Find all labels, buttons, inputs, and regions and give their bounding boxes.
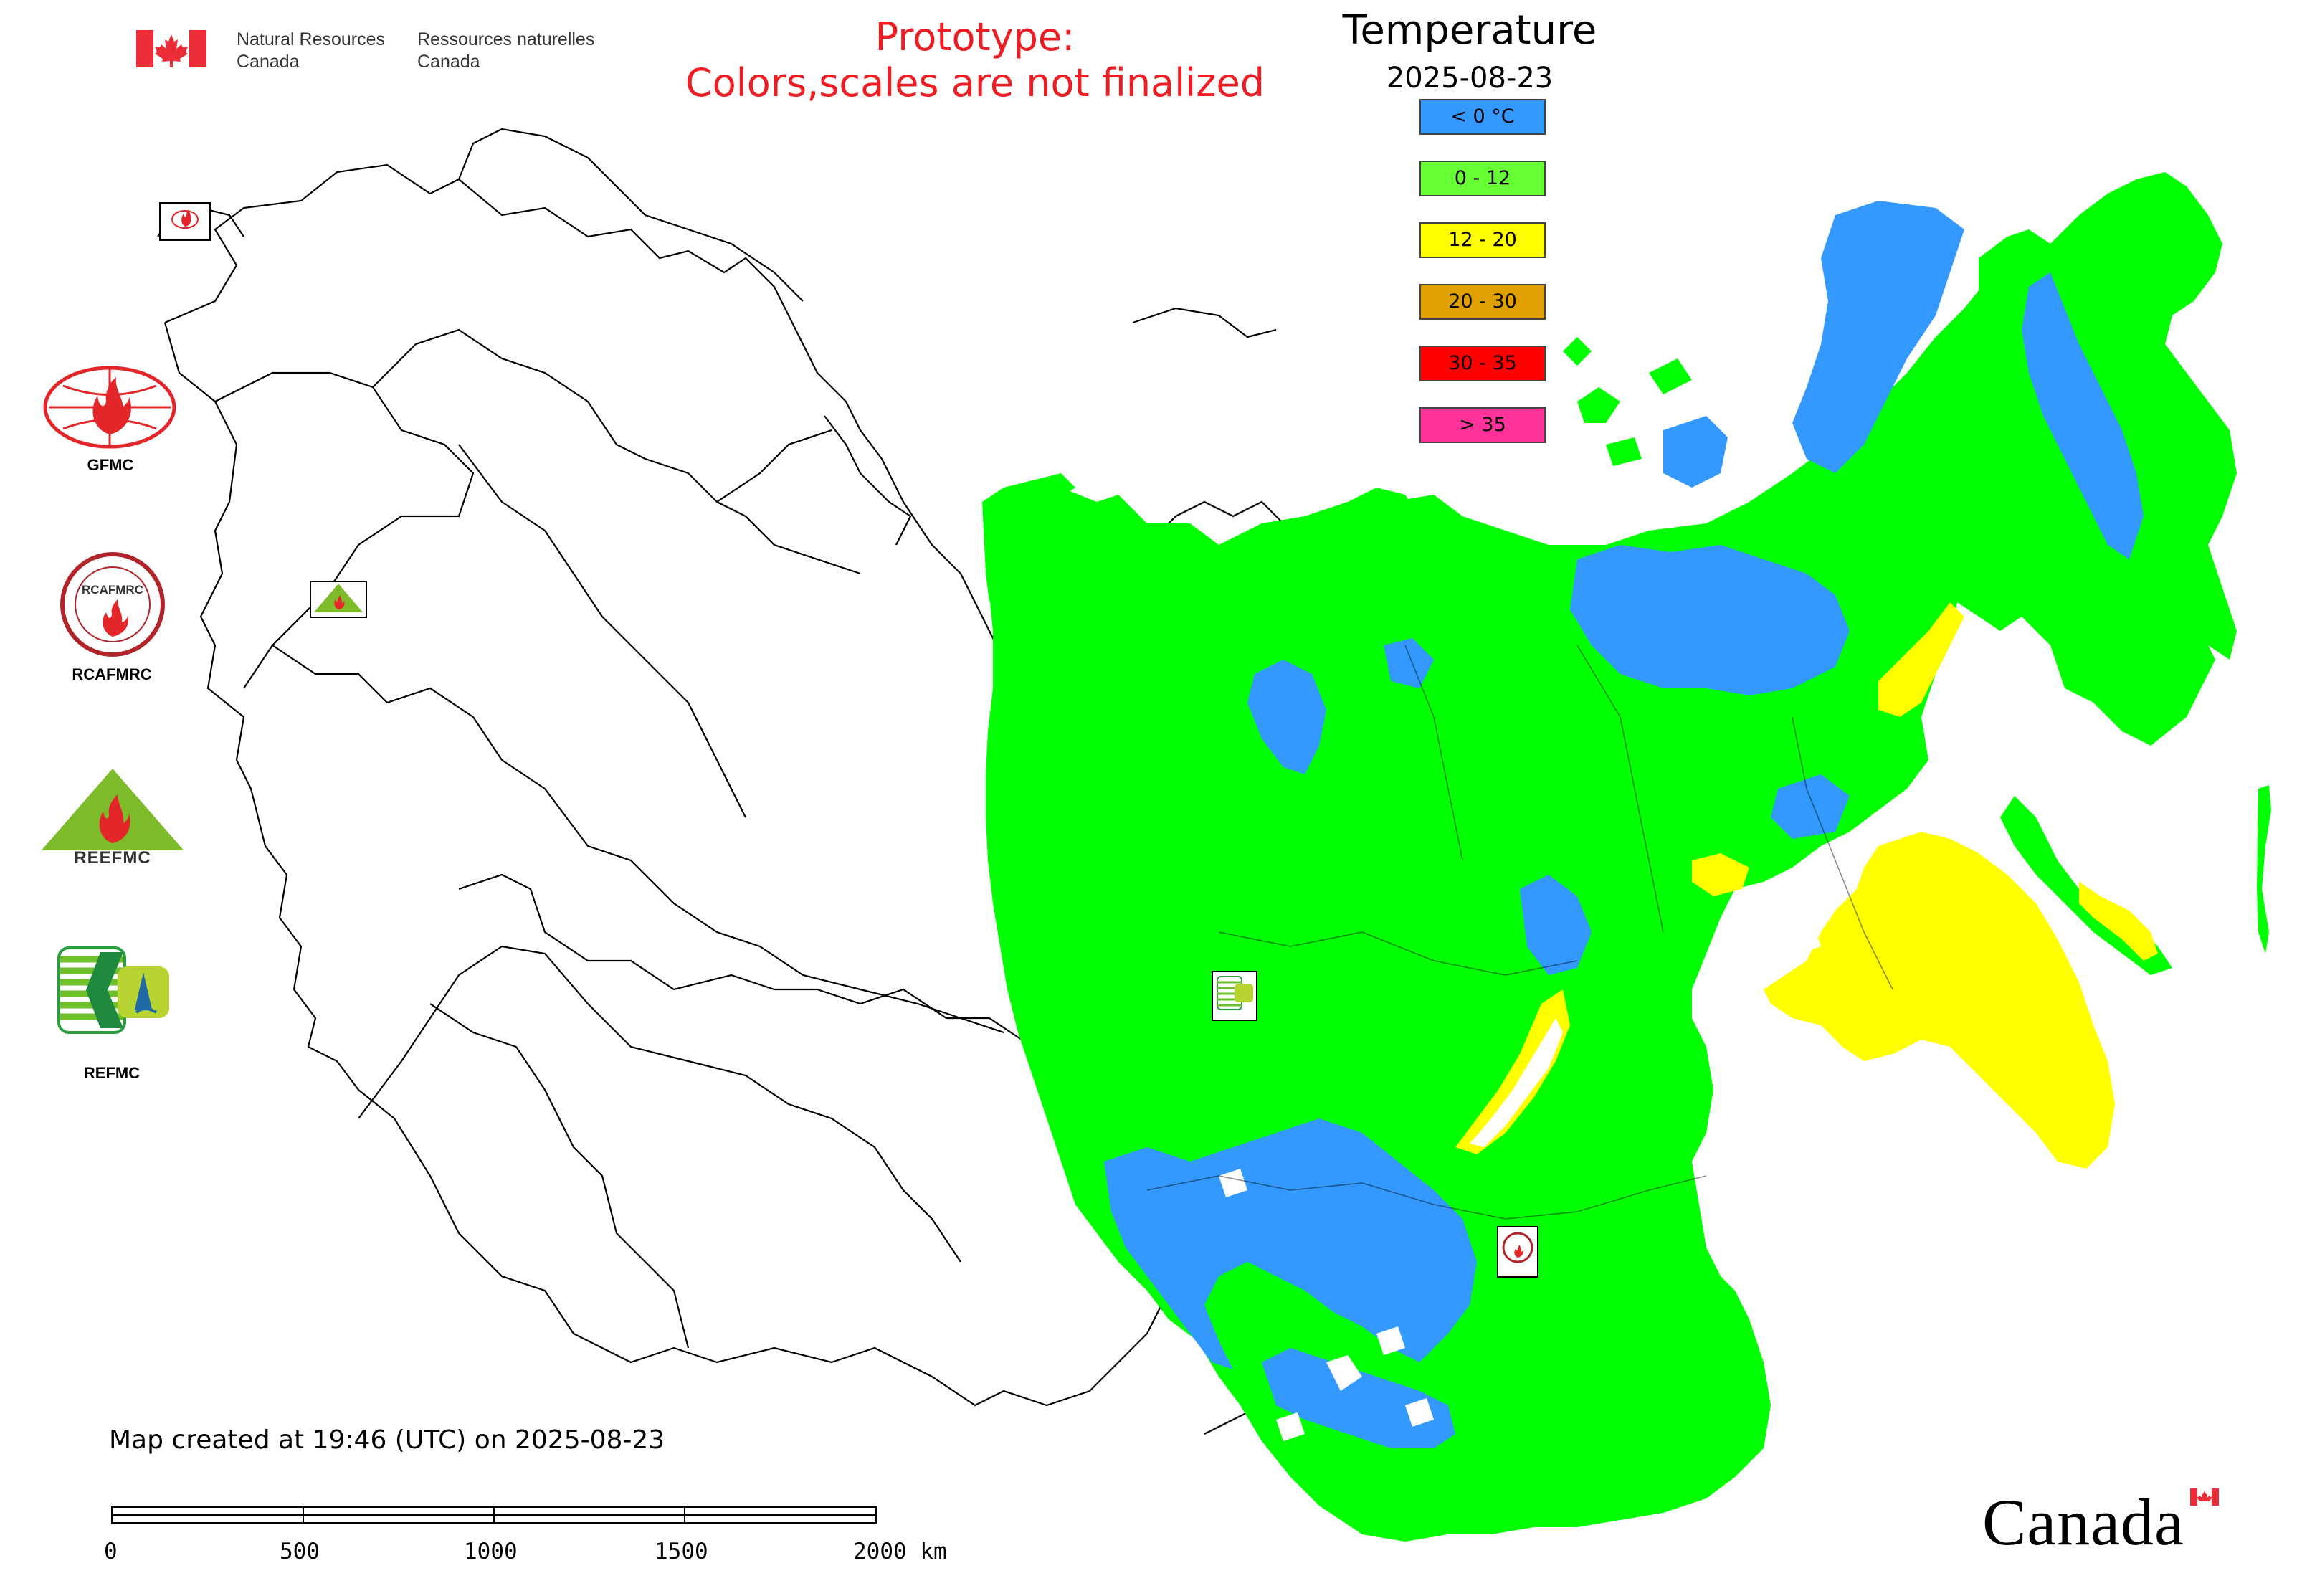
border-line <box>1146 1175 1707 1220</box>
department-french-line2: Canada <box>417 52 480 72</box>
zone-12-20 <box>1455 602 2158 1169</box>
scale-tick-2000: 2000 km <box>853 1539 947 1564</box>
lake-baikal <box>1470 1018 1563 1147</box>
warm-patch-khabarovsk <box>1878 602 1964 717</box>
border-line <box>1404 645 1463 861</box>
speckle <box>1276 1412 1305 1441</box>
legend-label-30-35: 30 - 35 <box>1448 352 1517 374</box>
rcafmrc-logo-icon: RCAFMRC <box>60 552 165 657</box>
cold-patch-sayan <box>1262 1348 1455 1448</box>
reefmc-logo-icon: REEFMC <box>40 769 185 866</box>
department-english-line1: Natural Resources <box>237 29 386 49</box>
legend-label-below-0: < 0 °C <box>1450 105 1515 128</box>
canada-flag-icon <box>136 30 206 67</box>
rcafmrc-ring-text: RCAFMRC <box>82 583 143 597</box>
scale-tick-1000: 1000 <box>464 1539 518 1564</box>
legend-label-above-35: > 35 <box>1459 414 1506 436</box>
department-french-line1: Ressources naturelles <box>417 29 595 49</box>
department-name-french: Ressources naturelles Canada <box>417 29 594 73</box>
canada-wordmark-text: Canada <box>1982 1486 2184 1559</box>
warm-patch-sakhalin <box>2079 882 2158 961</box>
legend-swatch-above-35: > 35 <box>1419 407 1546 443</box>
speckle <box>1219 1169 1247 1197</box>
prototype-notice: Prototype: Colors,scales are not finaliz… <box>645 14 1305 106</box>
gfmc-label: GFMC <box>87 456 134 474</box>
temperature-raster <box>982 172 2237 1542</box>
refmc-map-marker-icon <box>1212 971 1257 1021</box>
canada-wordmark: Canada <box>1982 1484 2219 1560</box>
internal-borders <box>1146 645 1893 1220</box>
cold-patch-anadyr <box>1663 416 1728 488</box>
wordmark-flag-icon <box>2190 1488 2219 1506</box>
legend-swatch-30-35: 30 - 35 <box>1419 346 1546 381</box>
government-signature: Natural Resources Canada Ressources natur… <box>136 29 609 73</box>
legend-swatch-12-20: 12 - 20 <box>1419 222 1546 258</box>
legend-swatch-20-30: 20 - 30 <box>1419 284 1546 320</box>
border-line <box>1792 716 1893 990</box>
department-name-english: Natural Resources Canada <box>237 29 385 73</box>
cold-patch-kolyma <box>1570 545 1850 695</box>
zone-0-12-taymyr <box>1348 488 1419 545</box>
warm-patch-baikal <box>1455 989 1570 1154</box>
map-created-timestamp: Map created at 19:46 (UTC) on 2025-08-23 <box>109 1425 665 1455</box>
warm-patch-amur <box>1692 853 1749 896</box>
speckle <box>1405 1398 1434 1427</box>
scale-bar-graphic <box>111 1506 877 1524</box>
scale-tick-1500: 1500 <box>655 1539 708 1564</box>
border-line <box>1218 931 1578 976</box>
no-data-speckles <box>1219 925 1821 1441</box>
legend-label-20-30: 20 - 30 <box>1448 290 1517 313</box>
cold-patch-chukotka <box>1792 201 1964 473</box>
zone-0-12-islands <box>1563 337 1692 466</box>
prototype-notice-line1: Prototype: <box>875 14 1075 60</box>
zone-below-zero <box>1104 201 2144 1448</box>
zone-0-12-novaya-zemlya <box>982 473 1075 602</box>
rcafmrc-label: RCAFMRC <box>72 665 152 683</box>
legend-title: Temperature <box>1342 7 1597 54</box>
legend-label-0-12: 0 - 12 <box>1454 167 1511 189</box>
warm-patch-primorye <box>1764 832 2115 1169</box>
border-line <box>1576 645 1664 933</box>
rcafmrc-map-marker-icon <box>1497 1226 1538 1278</box>
reefmc-wordmark: REEFMC <box>74 848 151 866</box>
speckle <box>1326 1355 1362 1391</box>
legend-label-12-20: 12 - 20 <box>1448 229 1517 251</box>
refmc-label: REFMC <box>83 1064 141 1082</box>
prototype-notice-line2: Colors,scales are not finalized <box>685 60 1265 105</box>
legend: Temperature 2025-08-23 < 0 °C 0 - 12 12 … <box>1305 7 1649 452</box>
zone-0-12-alaska-islands <box>2257 785 2271 954</box>
department-english-line2: Canada <box>237 52 300 72</box>
scale-bar: 0 500 1000 1500 2000 km <box>100 1498 975 1570</box>
legend-date: 2025-08-23 <box>1386 62 1554 95</box>
cold-patch-aldan <box>1771 774 1850 839</box>
cold-patch-altai <box>1104 1118 1477 1369</box>
speckle <box>1376 1326 1405 1355</box>
scale-tick-0: 0 <box>104 1539 118 1564</box>
speckle <box>1792 925 1821 954</box>
scale-tick-500: 500 <box>280 1539 320 1564</box>
cold-patch-putorana <box>1247 660 1326 774</box>
cold-patch-byrranga <box>1384 638 1434 688</box>
refmc-logo-icon <box>57 946 169 1034</box>
reefmc-map-marker-icon <box>310 581 367 618</box>
cold-patch-kamchatka <box>2022 272 2144 559</box>
legend-swatch-below-0: < 0 °C <box>1419 99 1546 135</box>
cold-patch-central-siberia <box>1520 875 1592 975</box>
legend-swatch-0-12: 0 - 12 <box>1419 161 1546 196</box>
gfmc-logo-icon <box>43 366 176 449</box>
gfmc-map-marker-icon <box>159 202 211 241</box>
